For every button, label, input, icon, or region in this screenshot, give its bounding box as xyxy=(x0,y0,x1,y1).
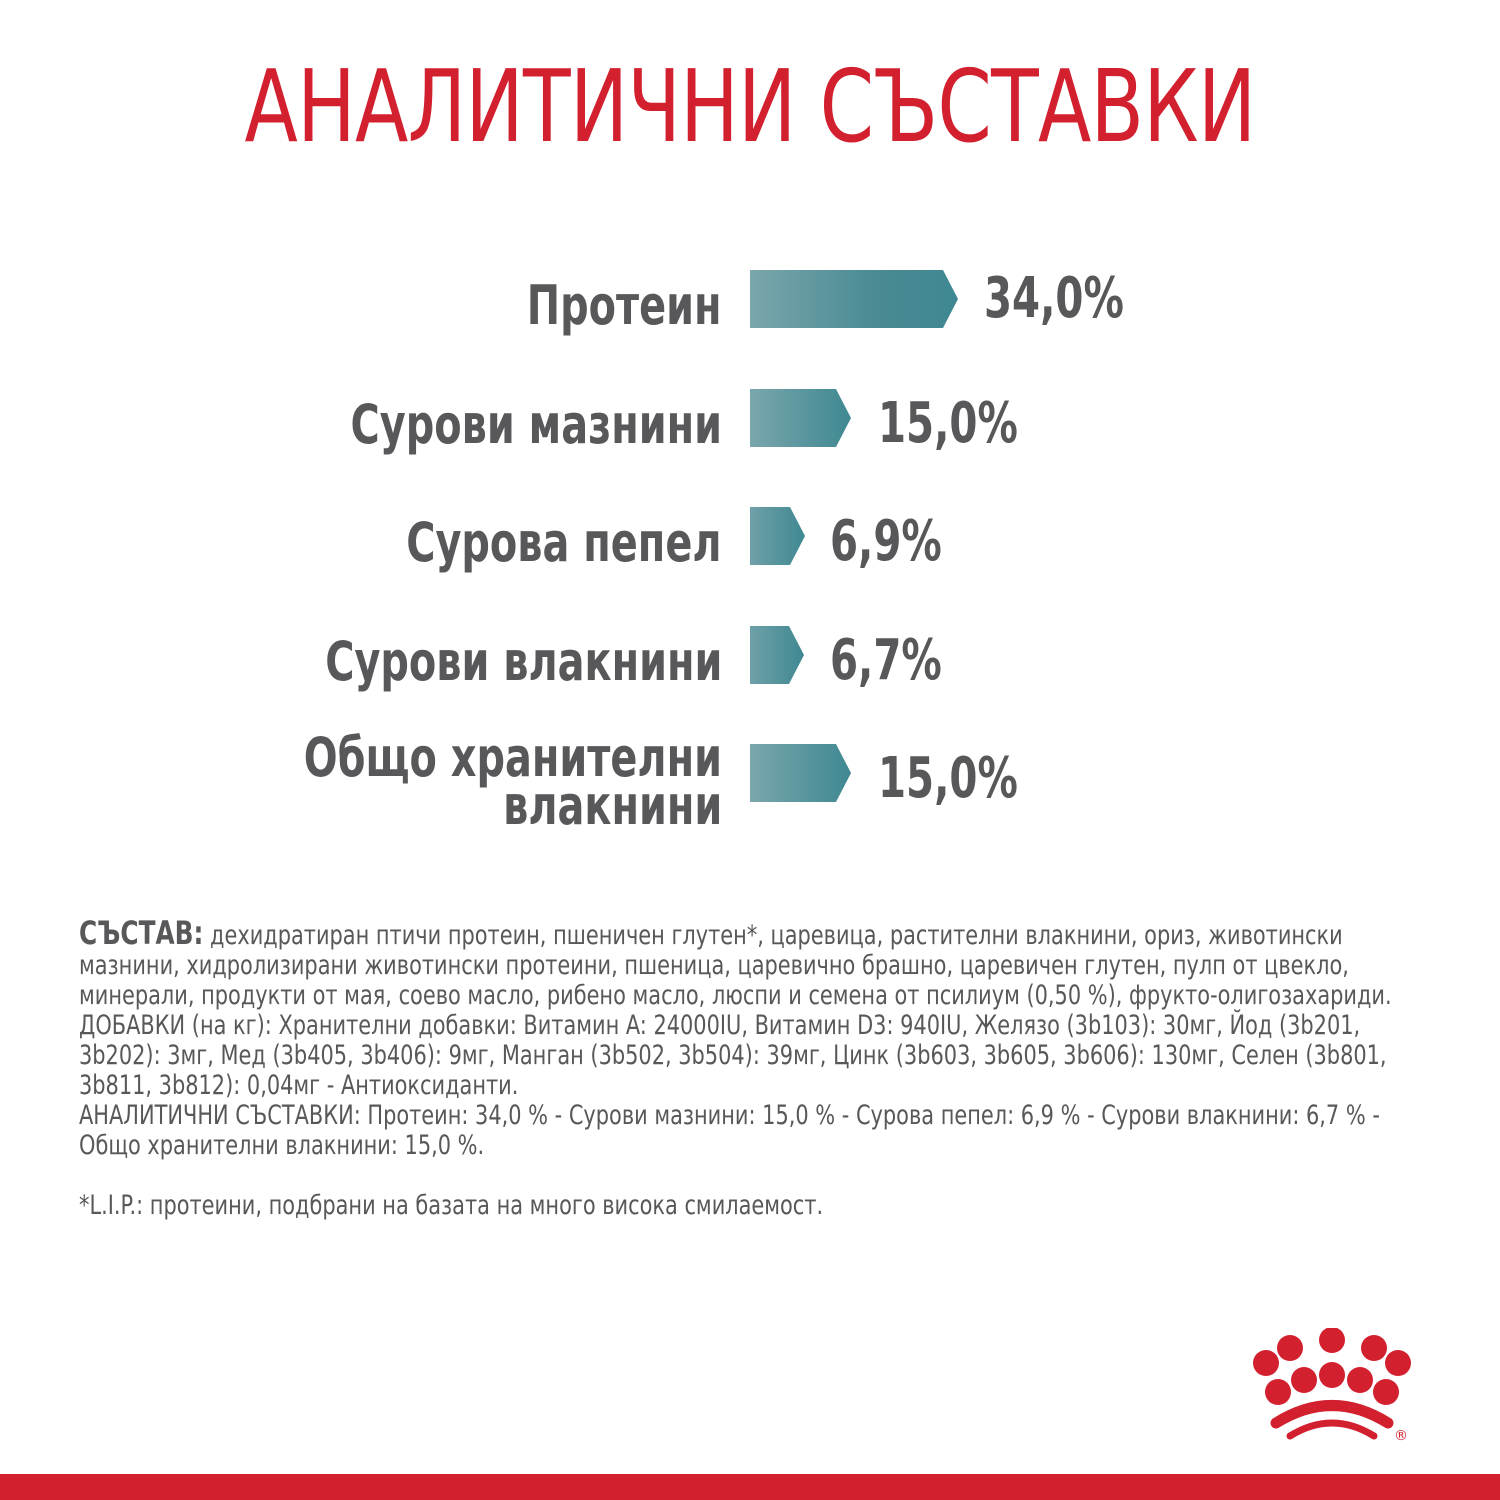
analytical-paragraph: АНАЛИТИЧНИ СЪСТАВКИ: Протеин: 34,0 % - С… xyxy=(79,1100,1380,1161)
page-title: АНАЛИТИЧНИ СЪСТАВКИ xyxy=(244,48,1257,165)
composition-heading: СЪСТАВ: xyxy=(79,914,204,952)
footer-bar xyxy=(0,1474,1500,1500)
bar-protein xyxy=(750,270,960,328)
composition-text-block: СЪСТАВ: дехидратиран птичи протеин, пшен… xyxy=(79,917,1439,1221)
row-value: 6,9% xyxy=(830,509,942,574)
row-label: Сурови влакнини xyxy=(324,630,722,693)
additives-paragraph: ДОБАВКИ (на кг): Хранителни добавки: Вит… xyxy=(79,1010,1387,1101)
row-value: 15,0% xyxy=(878,391,1018,456)
bar-crude-ash xyxy=(750,507,810,565)
composition-text: дехидратиран птичи протеин, пшеничен глу… xyxy=(79,920,1392,1011)
row-label: Сурови мазнини xyxy=(350,393,722,456)
composition-paragraph: СЪСТАВ: дехидратиран птичи протеин, пшен… xyxy=(79,917,1438,1011)
bar-crude-fiber xyxy=(750,626,810,684)
row-value: 34,0% xyxy=(984,266,1124,331)
row-label-line1: Общо хранителни xyxy=(303,726,722,789)
footnote: *L.I.P.: протеини, подбрани на базата на… xyxy=(79,1190,824,1221)
row-label-line2: влакнини xyxy=(502,774,722,837)
bar-total-dietary-fiber xyxy=(750,744,855,802)
row-value: 6,7% xyxy=(830,628,942,693)
row-value: 15,0% xyxy=(878,746,1018,811)
royal-canin-crown-icon: ® xyxy=(1232,1327,1432,1478)
bar-crude-fat xyxy=(750,389,855,447)
row-label: Протеин xyxy=(527,274,722,337)
registered-mark: ® xyxy=(1394,1428,1408,1444)
row-label: Сурова пепел xyxy=(406,511,722,574)
